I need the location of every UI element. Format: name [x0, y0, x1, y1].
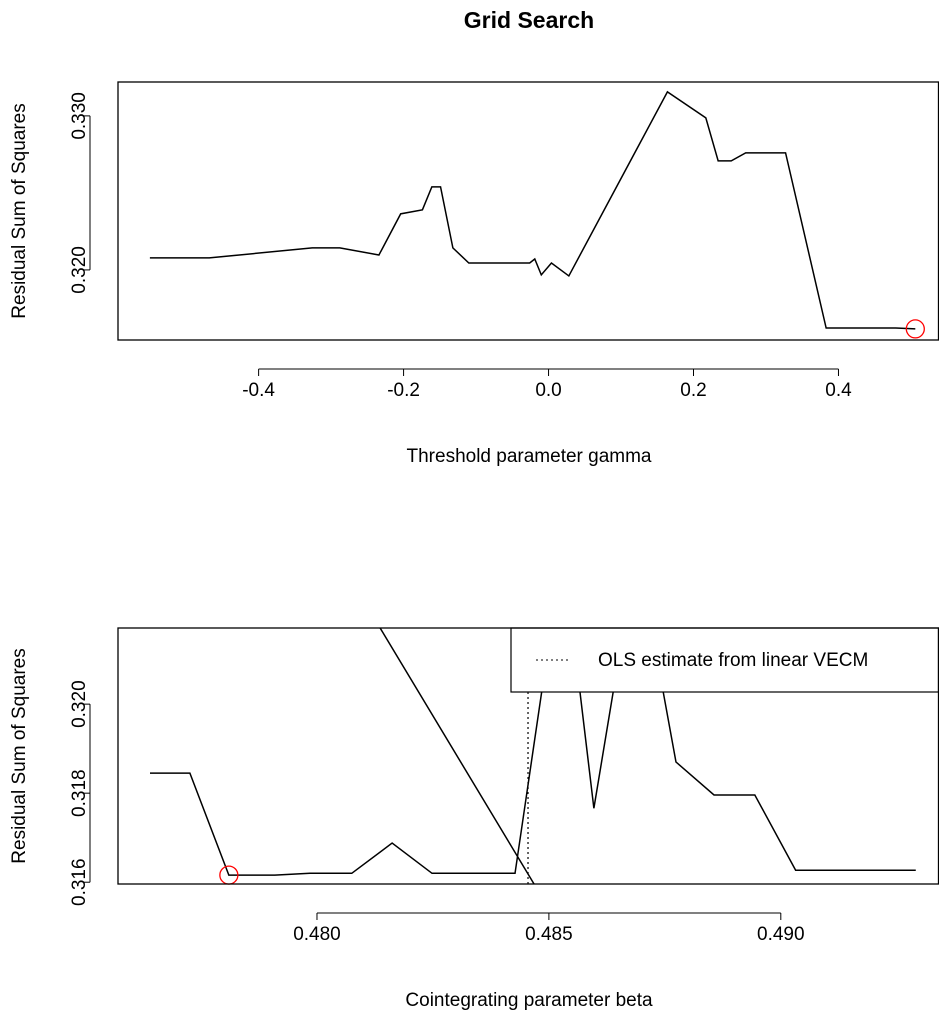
- data-line: [150, 628, 916, 884]
- x-tick-label: -0.2: [387, 380, 420, 401]
- x-tick-label: 0.4: [825, 380, 852, 401]
- y-tick-label: 0.330: [69, 92, 90, 140]
- y-tick-label: 0.316: [69, 858, 90, 906]
- data-line: [149, 90, 916, 330]
- x-tick-label: 0.2: [680, 380, 706, 401]
- chart-title: Grid Search: [464, 7, 594, 33]
- optimum-marker: [905, 319, 925, 339]
- x-tick-label: -0.4: [242, 380, 275, 401]
- y-tick-label: 0.320: [69, 246, 90, 294]
- x-axis-label: Cointegrating parameter beta: [405, 990, 653, 1011]
- x-tick-label: 0.480: [293, 924, 341, 945]
- x-tick-label: 0.0: [535, 380, 561, 401]
- y-axis-label: Residual Sum of Squares: [9, 648, 30, 863]
- y-axis-label: Residual Sum of Squares: [9, 103, 30, 318]
- x-tick-label: 0.490: [757, 924, 805, 945]
- plot-frame: [117, 81, 939, 341]
- y-tick-label: 0.318: [69, 769, 90, 817]
- y-tick-label: 0.320: [69, 680, 90, 728]
- legend-label: OLS estimate from linear VECM: [598, 650, 868, 671]
- x-axis-label: Threshold parameter gamma: [407, 446, 652, 467]
- x-tick-label: 0.485: [525, 924, 573, 945]
